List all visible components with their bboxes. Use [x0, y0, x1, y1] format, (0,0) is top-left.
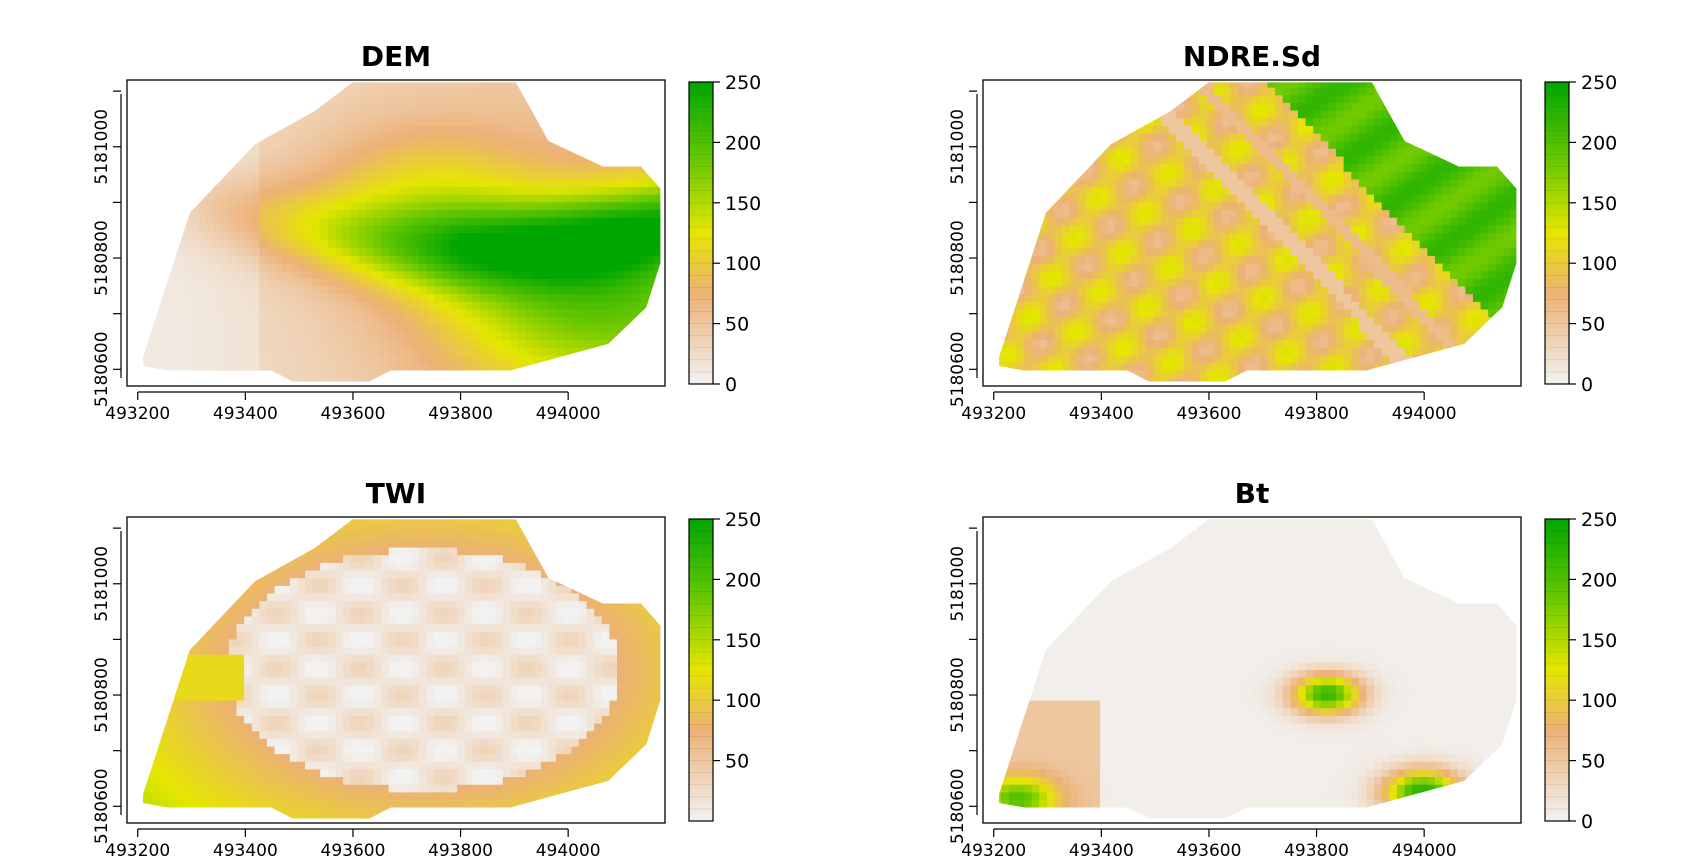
raster-grid [999, 519, 1517, 819]
plot-frame [126, 79, 666, 387]
legend-tick-label: 50 [725, 751, 749, 773]
legend-tick-label: 0 [1581, 374, 1593, 396]
panel-title: TWI [366, 477, 426, 510]
x-tick-label: 494000 [536, 841, 601, 861]
legend-tick-label: 250 [1581, 509, 1617, 531]
panel-twi: TWI 493200 493400 493600 493800 494000 5180600… [92, 477, 761, 861]
plot-frame [126, 516, 666, 824]
legend-tick-label: 200 [725, 132, 761, 154]
x-tick-label: 494000 [1392, 404, 1457, 424]
x-tick-label: 493800 [428, 841, 493, 861]
x-tick-label: 493400 [213, 404, 278, 424]
panel-title: Bt [1235, 477, 1270, 510]
legend-tick-label: 250 [725, 72, 761, 94]
panel-dem: DEM 493200 493400 493600 493800 494000 5180600… [92, 40, 761, 424]
legend-tick-label: 150 [1581, 193, 1617, 215]
color-legend: 0 50 100 150 200 250 [1544, 72, 1617, 396]
x-tick-label: 493800 [428, 404, 493, 424]
x-tick-label: 493200 [105, 404, 170, 424]
y-tick-label: 5180600 [948, 768, 968, 844]
legend-tick-label: 100 [725, 253, 761, 275]
legend-tick-label: 150 [1581, 630, 1617, 652]
legend-tick-label: 100 [725, 690, 761, 712]
x-tick-label: 493200 [105, 841, 170, 861]
x-tick-label: 493800 [1284, 841, 1349, 861]
legend-tick-label: 100 [1581, 690, 1617, 712]
legend-tick-label: 200 [725, 569, 761, 591]
y-tick-label: 5180600 [92, 331, 112, 407]
legend-tick-label: 0 [1581, 811, 1593, 833]
panel-title: DEM [361, 40, 431, 73]
raster-grid [999, 82, 1517, 382]
panel-title: NDRE.Sd [1183, 40, 1321, 73]
plot-frame [982, 516, 1522, 824]
legend-tick-label: 150 [725, 630, 761, 652]
x-axis: 493200 493400 493600 493800 494000 [105, 828, 601, 861]
legend-tick-label: 50 [1581, 314, 1605, 336]
legend-tick-label: 250 [1581, 72, 1617, 94]
color-legend: 0 50 100 150 200 250 [688, 72, 761, 396]
legend-tick-label: 150 [725, 193, 761, 215]
x-tick-label: 493600 [1177, 841, 1242, 861]
legend-tick-label: 0 [725, 374, 737, 396]
plot-frame [982, 79, 1522, 387]
x-axis: 493200 493400 493600 493800 494000 [105, 391, 601, 424]
y-axis: 5180600 5180800 5181000 [92, 90, 122, 407]
y-tick-label: 5180800 [92, 657, 112, 733]
y-axis: 5180600 5180800 5181000 [948, 527, 978, 844]
y-tick-label: 5180600 [948, 331, 968, 407]
x-tick-label: 493400 [1069, 404, 1134, 424]
panel-ndre-sd: NDRE.Sd 493200 493400 493600 493800 494000 518… [948, 40, 1617, 424]
legend-tick-label: 50 [725, 314, 749, 336]
legend-tick-label: 200 [1581, 132, 1617, 154]
x-tick-label: 493200 [961, 841, 1026, 861]
color-legend: 50 100 150 200 250 [688, 509, 761, 822]
legend-tick-label: 200 [1581, 569, 1617, 591]
color-legend: 0 50 100 150 200 250 [1544, 509, 1617, 833]
y-axis: 5180600 5180800 5181000 [92, 527, 122, 844]
legend-tick-label: 50 [1581, 751, 1605, 773]
x-axis: 493200 493400 493600 493800 494000 [961, 391, 1457, 424]
x-tick-label: 493200 [961, 404, 1026, 424]
panels: DEM 493200 493400 493600 493800 494000 5180600… [92, 40, 1617, 861]
y-tick-label: 5181000 [92, 109, 112, 185]
x-tick-label: 493800 [1284, 404, 1349, 424]
y-tick-label: 5181000 [948, 109, 968, 185]
x-tick-label: 493400 [1069, 841, 1134, 861]
y-tick-label: 5181000 [948, 546, 968, 622]
legend-tick-label: 250 [725, 509, 761, 531]
y-tick-label: 5181000 [92, 546, 112, 622]
x-tick-label: 493600 [321, 404, 386, 424]
y-tick-label: 5180800 [92, 220, 112, 296]
y-axis: 5180600 5180800 5181000 [948, 90, 978, 407]
y-tick-label: 5180800 [948, 220, 968, 296]
y-tick-label: 5180800 [948, 657, 968, 733]
x-tick-label: 493600 [321, 841, 386, 861]
x-tick-label: 493400 [213, 841, 278, 861]
x-tick-label: 494000 [1392, 841, 1457, 861]
legend-tick-label: 100 [1581, 253, 1617, 275]
raster-grid [143, 82, 661, 382]
x-tick-label: 494000 [536, 404, 601, 424]
y-tick-label: 5180600 [92, 768, 112, 844]
raster-grid [143, 519, 661, 819]
x-tick-label: 493600 [1177, 404, 1242, 424]
x-axis: 493200 493400 493600 493800 494000 [961, 828, 1457, 861]
